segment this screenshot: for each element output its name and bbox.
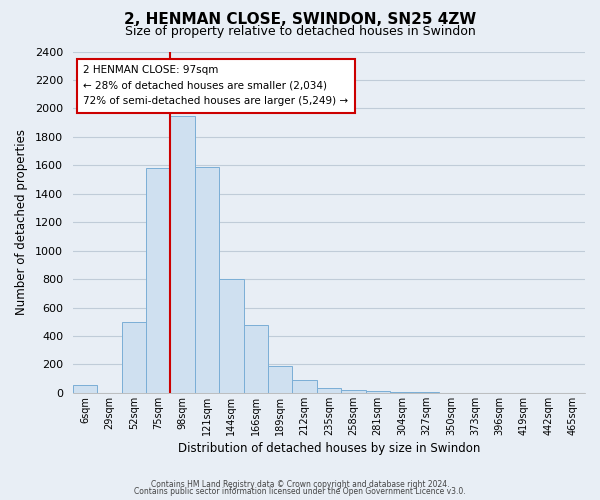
Bar — [170, 116, 195, 393]
Text: Size of property relative to detached houses in Swindon: Size of property relative to detached ho… — [125, 25, 475, 38]
Text: 2, HENMAN CLOSE, SWINDON, SN25 4ZW: 2, HENMAN CLOSE, SWINDON, SN25 4ZW — [124, 12, 476, 28]
Bar — [317, 388, 341, 393]
Bar — [219, 279, 244, 393]
X-axis label: Distribution of detached houses by size in Swindon: Distribution of detached houses by size … — [178, 442, 480, 455]
Text: Contains HM Land Registry data © Crown copyright and database right 2024.: Contains HM Land Registry data © Crown c… — [151, 480, 449, 489]
Bar — [244, 324, 268, 393]
Bar — [122, 322, 146, 393]
Y-axis label: Number of detached properties: Number of detached properties — [15, 129, 28, 315]
Bar — [268, 366, 292, 393]
Text: Contains public sector information licensed under the Open Government Licence v3: Contains public sector information licen… — [134, 488, 466, 496]
Bar — [146, 168, 170, 393]
Bar — [292, 380, 317, 393]
Text: 2 HENMAN CLOSE: 97sqm
← 28% of detached houses are smaller (2,034)
72% of semi-d: 2 HENMAN CLOSE: 97sqm ← 28% of detached … — [83, 65, 348, 106]
Bar — [73, 385, 97, 393]
Bar — [341, 390, 365, 393]
Bar — [390, 392, 415, 393]
Bar — [415, 392, 439, 393]
Bar — [195, 166, 219, 393]
Bar — [365, 391, 390, 393]
